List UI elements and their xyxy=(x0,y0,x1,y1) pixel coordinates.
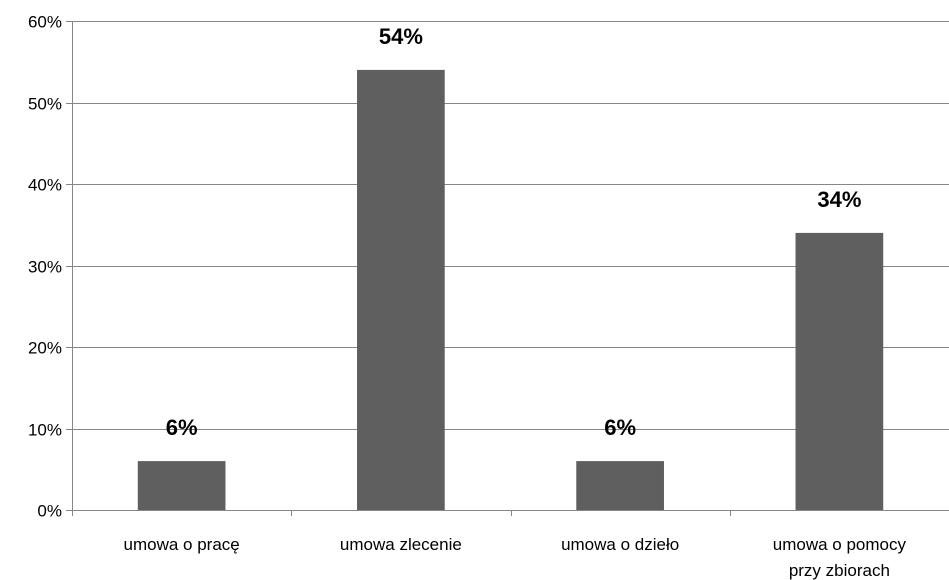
y-tick-label: 20% xyxy=(28,339,62,358)
x-tick-label-line: umowa o dzieło xyxy=(561,535,679,554)
bars xyxy=(137,69,884,511)
x-axis-category-labels: umowa o pracę umowa zlecenie umowa o dzieł… xyxy=(124,535,907,580)
data-label: 6% xyxy=(166,415,198,440)
bar xyxy=(576,461,664,510)
y-tick-label: 30% xyxy=(28,258,62,277)
x-tick-label-line: umowa o pracę xyxy=(124,535,240,554)
data-label: 34% xyxy=(817,187,861,212)
data-labels: 6% 54% 6% 34% xyxy=(166,24,862,440)
bar xyxy=(795,232,884,510)
bar xyxy=(137,461,226,510)
y-tick-label: 60% xyxy=(28,13,62,32)
bar xyxy=(357,69,445,511)
y-tick-label: 40% xyxy=(28,176,62,195)
axes xyxy=(72,21,949,516)
data-label: 6% xyxy=(604,415,636,440)
y-axis-tick-labels: 0% 10% 20% 30% 40% 50% 60% xyxy=(28,13,62,521)
x-tick-label: umowa o dzieło xyxy=(561,535,679,554)
y-tick-label: 50% xyxy=(28,95,62,114)
x-tick-label: umowa o pomocy przy zbiorach xyxy=(773,535,907,580)
x-tick-label-line: umowa o pomocy xyxy=(773,535,907,554)
x-tick-label-line: umowa zlecenie xyxy=(340,535,462,554)
y-tick-label: 0% xyxy=(37,502,62,521)
y-tick-label: 10% xyxy=(28,421,62,440)
x-tick-label: umowa o pracę xyxy=(124,535,240,554)
x-tick-label-line: przy zbiorach xyxy=(789,561,890,580)
x-tick-label: umowa zlecenie xyxy=(340,535,462,554)
data-label: 54% xyxy=(379,24,423,49)
